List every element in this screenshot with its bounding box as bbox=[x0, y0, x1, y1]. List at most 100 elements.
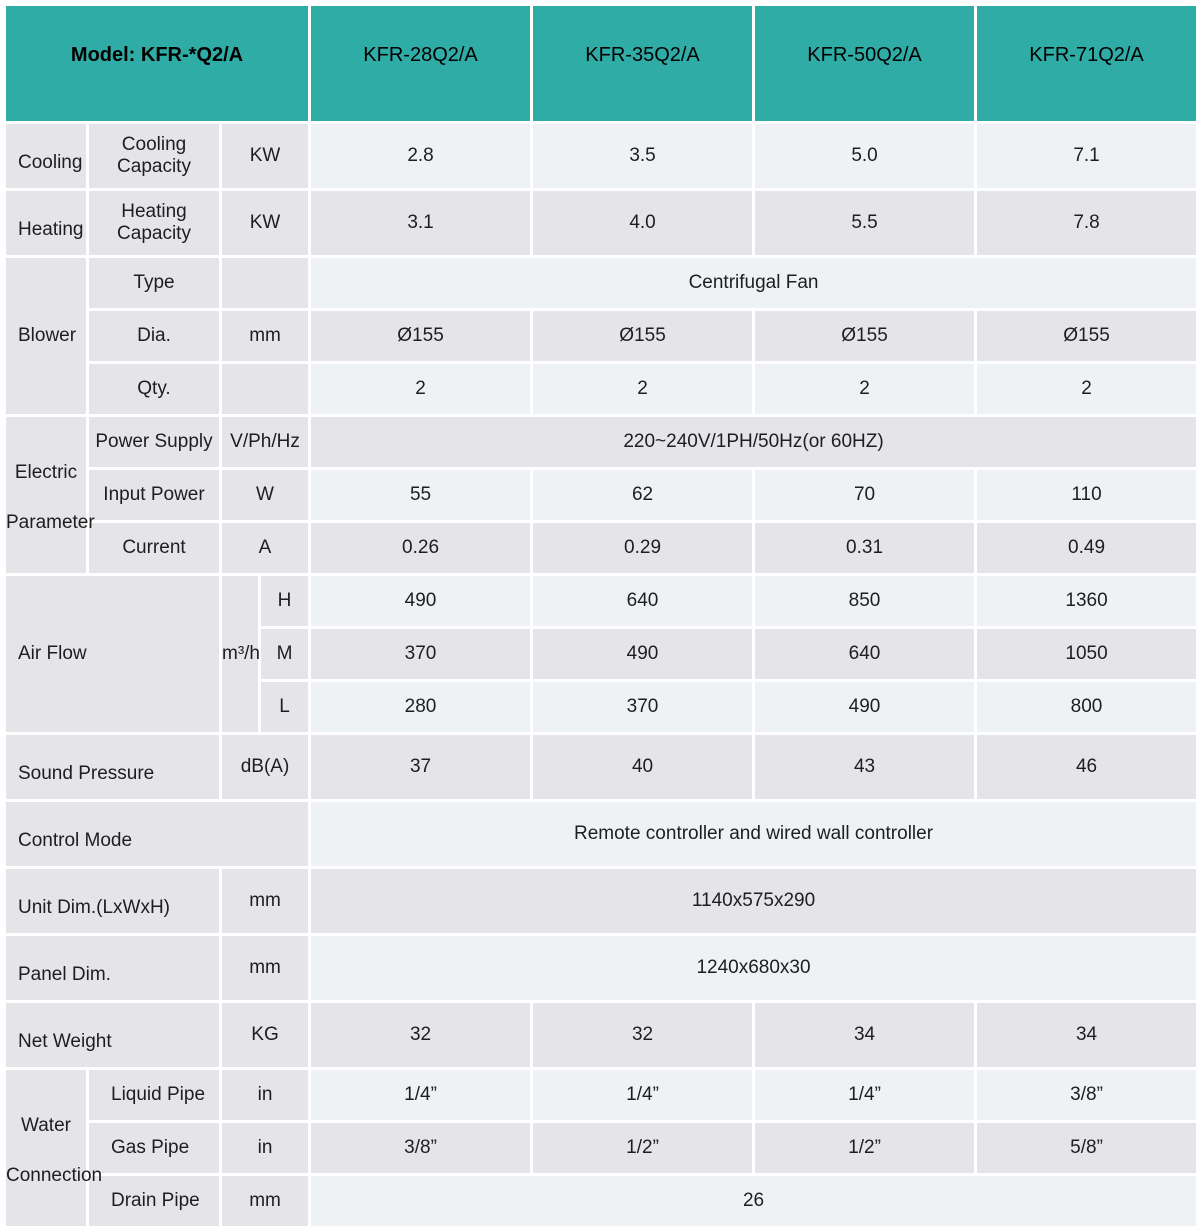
row-net-weight: Net Weight KG 32 32 34 34 bbox=[6, 1003, 1197, 1067]
row-heating: Heating Heating Capacity KW 3.1 4.0 5.5 … bbox=[6, 191, 1197, 255]
airflow-h-value-0: 490 bbox=[311, 576, 531, 626]
input-power-value-3: 110 bbox=[977, 470, 1197, 520]
row-blower-type: Blower Type Centrifugal Fan bbox=[6, 258, 1197, 414]
liquid-pipe-value-3: 3/8” bbox=[977, 1070, 1197, 1120]
current-value-3: 0.49 bbox=[977, 523, 1197, 573]
airflow-m-value-2: 640 bbox=[755, 629, 975, 679]
current-value-0: 0.26 bbox=[311, 523, 531, 573]
electric-label-line2: Parameter bbox=[6, 512, 95, 533]
airflow-l-value-3: 800 bbox=[977, 682, 1197, 732]
liquid-pipe-label: Liquid Pipe bbox=[89, 1070, 219, 1120]
spec-table: Model: KFR-*Q2/A KFR-28Q2/A KFR-35Q2/A K… bbox=[3, 3, 1200, 1229]
airflow-m-value-1: 490 bbox=[533, 629, 753, 679]
input-power-label: Input Power bbox=[89, 470, 219, 520]
input-power-value-0: 55 bbox=[311, 470, 531, 520]
blower-dia-value-0: Ø155 bbox=[311, 311, 531, 361]
row-panel-dim: Panel Dim. mm 1240x680x30 bbox=[6, 936, 1197, 1000]
column-header-kfr-50: KFR-50Q2/A bbox=[755, 6, 975, 121]
airflow-l-value-1: 370 bbox=[533, 682, 753, 732]
blower-qty-value-1: 2 bbox=[533, 364, 753, 414]
heating-value-0: 3.1 bbox=[311, 191, 531, 255]
blower-dia-label: Dia. bbox=[89, 311, 219, 361]
model-header-cell: Model: KFR-*Q2/A bbox=[6, 6, 309, 121]
power-supply-value: 220~240V/1PH/50Hz(or 60HZ) bbox=[311, 417, 1197, 467]
column-header-kfr-35: KFR-35Q2/A bbox=[533, 6, 753, 121]
cooling-capacity-label: Cooling Capacity bbox=[89, 124, 219, 188]
air-flow-level-h: H bbox=[261, 576, 309, 626]
power-supply-unit: V/Ph/Hz bbox=[222, 417, 309, 467]
row-sound-pressure: Sound Pressure dB(A) 37 40 43 46 bbox=[6, 735, 1197, 799]
row-drain-pipe: Drain Pipe mm 26 bbox=[6, 1176, 1197, 1226]
drain-pipe-unit: mm bbox=[222, 1176, 309, 1226]
liquid-pipe-value-1: 1/4” bbox=[533, 1070, 753, 1120]
drain-pipe-value: 26 bbox=[311, 1176, 1197, 1226]
net-weight-value-1: 32 bbox=[533, 1003, 753, 1067]
airflow-m-value-0: 370 bbox=[311, 629, 531, 679]
heating-capacity-label: Heating Capacity bbox=[89, 191, 219, 255]
blower-dia-value-2: Ø155 bbox=[755, 311, 975, 361]
sound-pressure-label: Sound Pressure bbox=[6, 735, 219, 799]
airflow-h-value-2: 850 bbox=[755, 576, 975, 626]
electric-parameter-label: Electric Parameter bbox=[6, 417, 95, 573]
air-flow-level-l: L bbox=[261, 682, 309, 732]
sound-pressure-unit: dB(A) bbox=[222, 735, 309, 799]
blower-qty-value-3: 2 bbox=[977, 364, 1197, 414]
current-value-1: 0.29 bbox=[533, 523, 753, 573]
net-weight-value-3: 34 bbox=[977, 1003, 1197, 1067]
panel-dim-value: 1240x680x30 bbox=[311, 936, 1197, 1000]
water-label-line2: Connection bbox=[6, 1165, 103, 1186]
heating-value-1: 4.0 bbox=[533, 191, 753, 255]
net-weight-unit: KG bbox=[222, 1003, 309, 1067]
airflow-h-value-1: 640 bbox=[533, 576, 753, 626]
input-power-unit: W bbox=[222, 470, 309, 520]
airflow-l-value-2: 490 bbox=[755, 682, 975, 732]
current-label: Current bbox=[89, 523, 219, 573]
input-power-value-2: 70 bbox=[755, 470, 975, 520]
column-header-kfr-71: KFR-71Q2/A bbox=[977, 6, 1197, 121]
row-cooling: Cooling Cooling Capacity KW 2.8 3.5 5.0 … bbox=[6, 124, 1197, 188]
airflow-m-value-3: 1050 bbox=[977, 629, 1197, 679]
unit-dim-unit: mm bbox=[222, 869, 309, 933]
air-flow-label: Air Flow bbox=[6, 576, 219, 732]
airflow-l-value-0: 280 bbox=[311, 682, 531, 732]
heating-value-2: 5.5 bbox=[755, 191, 975, 255]
control-mode-label: Control Mode bbox=[6, 802, 309, 866]
air-flow-unit: m³/h bbox=[222, 576, 260, 732]
airflow-h-value-3: 1360 bbox=[977, 576, 1197, 626]
row-airflow-high: Air Flow m³/h H 490 640 850 1360 bbox=[6, 576, 1197, 732]
blower-type-unit-empty bbox=[222, 258, 309, 308]
row-power-supply: Electric Parameter Power Supply V/Ph/Hz … bbox=[6, 417, 1197, 573]
electric-label-line1: Electric bbox=[14, 462, 78, 483]
net-weight-value-2: 34 bbox=[755, 1003, 975, 1067]
input-power-value-1: 62 bbox=[533, 470, 753, 520]
row-control-mode: Control Mode Remote controller and wired… bbox=[6, 802, 1197, 866]
air-flow-level-m: M bbox=[261, 629, 309, 679]
sound-pressure-value-0: 37 bbox=[311, 735, 531, 799]
row-blower-qty: Qty. 2 2 2 2 bbox=[6, 364, 1197, 414]
row-gas-pipe: Gas Pipe in 3/8” 1/2” 1/2” 5/8” bbox=[6, 1123, 1197, 1173]
header-row: Model: KFR-*Q2/A KFR-28Q2/A KFR-35Q2/A K… bbox=[6, 6, 1197, 121]
blower-type-value: Centrifugal Fan bbox=[311, 258, 1197, 308]
unit-dim-value: 1140x575x290 bbox=[311, 869, 1197, 933]
blower-qty-value-2: 2 bbox=[755, 364, 975, 414]
current-value-2: 0.31 bbox=[755, 523, 975, 573]
cooling-value-1: 3.5 bbox=[533, 124, 753, 188]
row-liquid-pipe: Water Connection Liquid Pipe in 1/4” 1/4… bbox=[6, 1070, 1197, 1226]
heating-unit: KW bbox=[222, 191, 309, 255]
gas-pipe-value-3: 5/8” bbox=[977, 1123, 1197, 1173]
sound-pressure-value-2: 43 bbox=[755, 735, 975, 799]
net-weight-value-0: 32 bbox=[311, 1003, 531, 1067]
net-weight-label: Net Weight bbox=[6, 1003, 219, 1067]
gas-pipe-value-0: 3/8” bbox=[311, 1123, 531, 1173]
row-airflow-low: L 280 370 490 800 bbox=[6, 682, 1197, 732]
drain-pipe-label: Drain Pipe bbox=[89, 1176, 219, 1226]
sound-pressure-value-1: 40 bbox=[533, 735, 753, 799]
gas-pipe-value-1: 1/2” bbox=[533, 1123, 753, 1173]
liquid-pipe-value-2: 1/4” bbox=[755, 1070, 975, 1120]
gas-pipe-unit: in bbox=[222, 1123, 309, 1173]
cooling-value-2: 5.0 bbox=[755, 124, 975, 188]
blower-label: Blower bbox=[6, 258, 86, 414]
cooling-label: Cooling bbox=[6, 124, 86, 188]
blower-type-label: Type bbox=[89, 258, 219, 308]
blower-qty-value-0: 2 bbox=[311, 364, 531, 414]
